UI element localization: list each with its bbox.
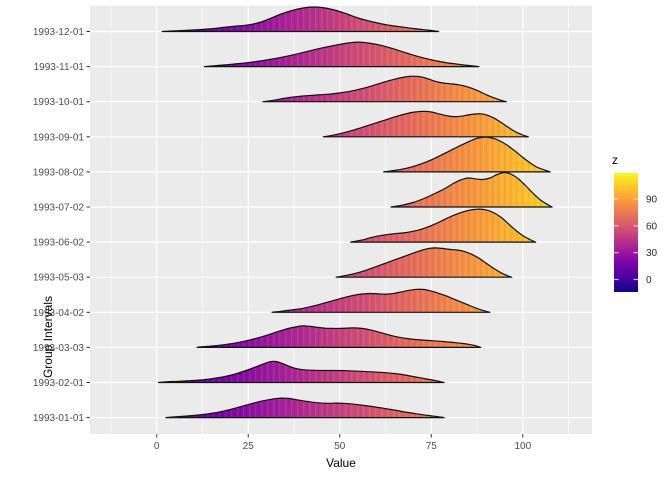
- y-tick-label: 1993-06-02: [33, 238, 85, 249]
- y-tick-label: 1993-08-02: [33, 167, 85, 178]
- y-tick-label: 1993-07-02: [33, 203, 85, 214]
- legend-gradient-bar: [614, 173, 638, 292]
- ridge-1993-09-01: [322, 110, 529, 138]
- ridge-1993-06-02: [350, 208, 537, 243]
- y-tick-label: 1993-01-01: [33, 413, 85, 424]
- legend-tick-label: 30: [646, 248, 658, 259]
- y-tick-label: 1993-04-02: [33, 308, 85, 319]
- legend-tick-label: 90: [646, 194, 658, 205]
- plot-panel: [90, 5, 592, 434]
- legend-title: z: [612, 153, 618, 167]
- ridge-1993-05-03: [335, 247, 513, 278]
- y-tick-label: 1993-10-01: [33, 97, 85, 108]
- ridge-1993-12-01: [161, 6, 440, 33]
- y-axis-title: Group Intervals: [41, 295, 56, 379]
- x-tick-label: 50: [334, 441, 346, 452]
- y-tick-label: 1993-11-01: [34, 62, 85, 73]
- y-tick-label: 1993-09-01: [33, 132, 85, 143]
- x-tick-label: 25: [243, 441, 255, 452]
- x-tick-label: 75: [426, 441, 438, 452]
- ridge-1993-01-01: [165, 397, 445, 419]
- x-tick-label: 100: [514, 441, 531, 452]
- ridge-1993-04-02: [271, 288, 491, 313]
- legend-colorbar: 0 30 60 90: [614, 173, 658, 292]
- axes: 0 25 50 75 100 1993-12-01 1993-11-01 1993-10-01…: [33, 27, 532, 452]
- ridge-1993-08-02: [383, 136, 551, 173]
- y-tick-label: 1993-12-01: [33, 27, 85, 38]
- y-tick-label: 1993-02-01: [33, 378, 85, 389]
- ridge-1993-11-01: [203, 41, 480, 68]
- x-axis-title: Value: [326, 456, 356, 470]
- legend-tick-label: 0: [646, 275, 652, 286]
- ridge-1993-10-01: [262, 75, 507, 103]
- legend-tick-label: 60: [646, 221, 658, 232]
- ridge-1993-07-02: [390, 171, 553, 208]
- y-tick-label: 1993-05-03: [33, 273, 85, 284]
- ridge-1993-03-03: [196, 325, 482, 348]
- ridges: [157, 6, 553, 419]
- y-axis-title-wrap: Group Intervals: [0, 110, 55, 378]
- y-tick-label: 1993-03-03: [33, 343, 85, 354]
- ridge-1993-02-01: [157, 360, 445, 384]
- x-tick-label: 0: [154, 441, 160, 452]
